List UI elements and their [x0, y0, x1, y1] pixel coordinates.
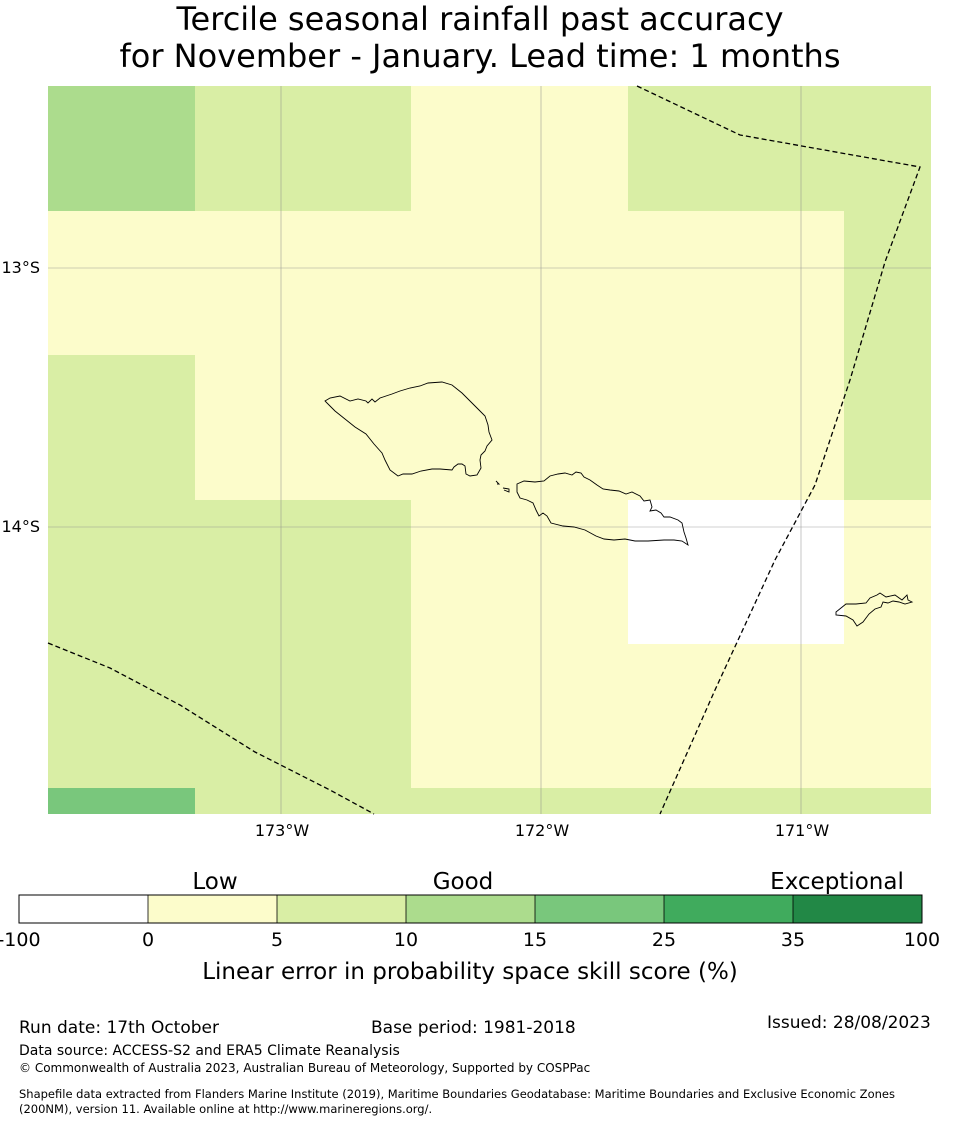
legend-bin-neg100-0 [19, 895, 148, 923]
grid-cell-white [628, 500, 844, 644]
data-source: Data source: ACCESS-S2 and ERA5 Climate … [19, 1043, 400, 1059]
lon-label-172w: 172°W [515, 821, 570, 840]
island-savaii [324, 381, 493, 477]
shapefile-credit-line1: Shapefile data extracted from Flanders M… [19, 1087, 895, 1101]
lat-label-13s: 13°S [1, 258, 40, 277]
legend-axis-label: Linear error in probability space skill … [202, 959, 738, 985]
map-title-line2: for November - January. Lead time: 1 mon… [119, 37, 841, 75]
legend-category-good: Good [433, 869, 494, 895]
legend-bin-25-35 [664, 895, 793, 923]
eez-boundary-north-east [636, 85, 921, 815]
grid-cell-upper-band [48, 211, 844, 355]
legend-bin-10-15 [406, 895, 535, 923]
legend-tick-10: 10 [394, 929, 418, 951]
legend-tick-15: 15 [523, 929, 547, 951]
legend-tick-25: 25 [652, 929, 676, 951]
issued-date: Issued: 28/08/2023 [767, 1013, 931, 1033]
legend-tick-35: 35 [781, 929, 805, 951]
coastlines [324, 381, 914, 627]
skill-grid [48, 86, 931, 814]
grid-cell-nw [48, 86, 195, 211]
legend-bin-0-5 [148, 895, 277, 923]
legend-tick-5: 5 [271, 929, 283, 951]
legend-tick-neg100: -100 [0, 929, 41, 951]
base-period: Base period: 1981-2018 [371, 1018, 576, 1038]
grid-cell-n-center [411, 86, 628, 211]
legend-category-exceptional: Exceptional [770, 869, 904, 895]
legend-colorbar [18, 894, 923, 924]
island-tutuila [835, 592, 914, 627]
legend-category-low: Low [192, 869, 237, 895]
map-gridlines [48, 86, 931, 814]
shapefile-credit-line2: (200NM), version 11. Available online at… [19, 1102, 433, 1116]
lon-label-171w: 171°W [775, 821, 830, 840]
lat-label-14s: 14°S [1, 517, 40, 536]
legend-bin-5-10 [277, 895, 406, 923]
island-apolima [502, 487, 510, 493]
grid-cell-mid-band [195, 355, 844, 500]
island-manono [495, 480, 501, 485]
legend-tick-0: 0 [142, 929, 154, 951]
legend-bin-35-100 [793, 895, 922, 923]
legend-frame [18, 894, 923, 924]
run-date: Run date: 17th October [19, 1018, 219, 1038]
island-upolu [516, 471, 689, 547]
copyright-notice: © Commonwealth of Australia 2023, Austra… [19, 1061, 591, 1075]
legend-tick-100: 100 [904, 929, 940, 951]
legend-bin-15-25 [535, 895, 664, 923]
eez-boundaries [47, 85, 921, 815]
map-title-line1: Tercile seasonal rainfall past accuracy [176, 0, 784, 38]
lon-label-173w: 173°W [255, 821, 310, 840]
grid-cell-sw [48, 788, 195, 814]
